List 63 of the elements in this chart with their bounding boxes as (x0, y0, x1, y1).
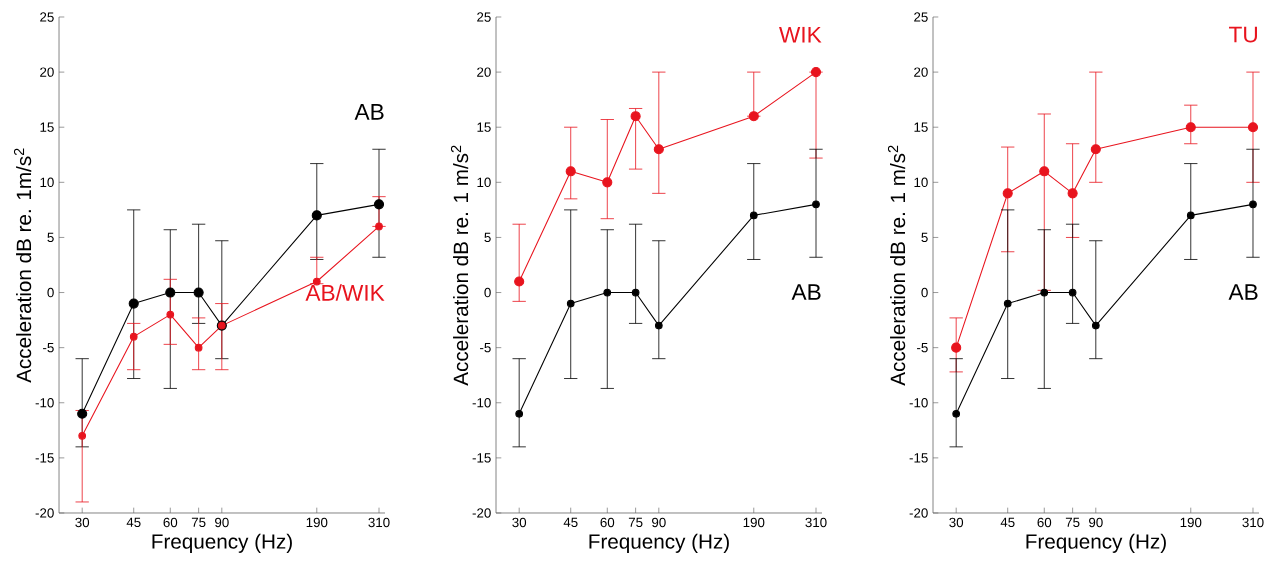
x-tick-label: 90 (652, 517, 666, 528)
y-tick-label: 10 (914, 177, 928, 188)
x-tick-label: 30 (512, 517, 527, 528)
y-tick-label: -20 (35, 508, 54, 518)
text: AB (791, 284, 821, 300)
x-tick-label: 90 (215, 517, 229, 528)
x-axis-title: Frequency (Hz) (1026, 533, 1166, 553)
y-tick-label: 0 (47, 287, 54, 298)
series-label: AB/WIK (305, 284, 385, 301)
y-axis-title: Acceleration dB re. 1m/s$^{2}$ (13, 148, 32, 383)
y-tick-label: -10 (472, 398, 491, 408)
x-axis-title: Frequency (Hz) (152, 533, 292, 553)
y-tick-label: 0 (484, 287, 491, 298)
y-tick-label: 5 (484, 232, 491, 243)
x-tick-label: 190 (743, 517, 765, 528)
x-tick-label: 90 (1089, 517, 1103, 528)
y-tick-label: 20 (40, 67, 54, 77)
x-tick-label: 310 (368, 517, 390, 528)
y-tick-label: 25 (477, 12, 491, 22)
text: AB (354, 104, 384, 120)
y-tick-label: -20 (909, 508, 928, 518)
x-tick-label: 310 (805, 517, 827, 528)
y-tick-label: 10 (477, 177, 491, 188)
y-tick-label: 25 (914, 12, 928, 22)
y-tick-label: -5 (480, 343, 491, 353)
y-tick-label: 20 (914, 67, 928, 77)
text: TU (1229, 26, 1257, 43)
x-tick-label: 60 (600, 517, 615, 528)
x-tick-label: 75 (628, 517, 643, 527)
y-tick-label: 5 (47, 232, 54, 243)
x-tick-label: 45 (1000, 517, 1015, 527)
text: AB (1228, 284, 1258, 300)
x-tick-label: 60 (1037, 517, 1052, 528)
y-tick-label: 20 (477, 67, 491, 77)
x-tick-label: 45 (126, 517, 141, 527)
y-tick-label: 15 (914, 122, 928, 132)
y-tick-label: 15 (477, 122, 491, 132)
series-label: WIK (779, 26, 822, 43)
y-axis-title: Acceleration dB re. 1 m/s$^{2}$ (450, 145, 469, 386)
x-tick-label: 30 (949, 517, 964, 528)
x-tick-label: 75 (191, 517, 206, 527)
y-tick-label: -15 (909, 453, 928, 463)
y-tick-label: -15 (472, 453, 491, 463)
y-axis-title: Acceleration dB re. 1 m/s$^{2}$ (887, 145, 906, 386)
x-tick-label: 45 (563, 517, 578, 527)
x-axis-title: Frequency (Hz) (589, 533, 729, 553)
y-tick-label: -5 (917, 343, 928, 353)
y-tick-label: 5 (921, 232, 928, 243)
x-tick-label: 30 (75, 517, 90, 528)
y-tick-label: -15 (35, 453, 54, 463)
x-tick-label: 310 (1242, 517, 1264, 528)
y-tick-label: 10 (40, 177, 54, 188)
y-tick-label: -5 (43, 343, 54, 353)
y-tick-label: -10 (35, 398, 54, 408)
x-tick-label: 75 (1065, 517, 1080, 527)
x-tick-label: 60 (163, 517, 178, 528)
y-tick-label: 0 (921, 287, 928, 298)
x-tick-label: 190 (1180, 517, 1202, 528)
y-tick-label: 25 (40, 12, 54, 22)
y-tick-label: -10 (909, 398, 928, 408)
x-tick-label: 190 (306, 517, 328, 528)
y-tick-label: 15 (40, 122, 54, 132)
y-tick-label: -20 (472, 508, 491, 518)
